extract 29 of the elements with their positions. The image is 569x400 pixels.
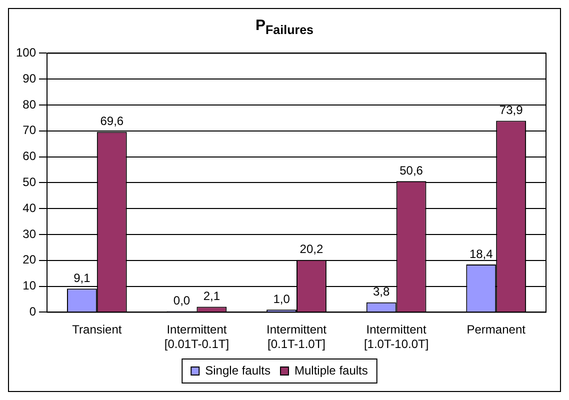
- x-tick-label: Intermittent [0.01T-0.1T]: [164, 322, 230, 352]
- data-label: 73,9: [499, 103, 524, 118]
- y-tick-label: 100: [16, 46, 36, 60]
- data-label: 3,8: [372, 284, 390, 299]
- y-tick-label: 0: [29, 304, 36, 319]
- x-tick-label: Intermittent [1.0T-10.0T]: [364, 322, 429, 352]
- data-label: 20,2: [300, 242, 324, 256]
- data-label: 2,1: [203, 289, 220, 304]
- y-tick-label: 90: [22, 71, 36, 86]
- data-label: 50,6: [400, 163, 424, 178]
- y-tick-label: 10: [22, 278, 36, 293]
- y-tick-label: 40: [22, 200, 36, 215]
- legend-label: Single faults: [205, 363, 271, 378]
- data-label: 9,1: [74, 270, 91, 285]
- x-tick-label: Transient: [72, 322, 122, 337]
- data-label: 1,0: [273, 292, 290, 306]
- y-tick-label: 20: [22, 252, 36, 267]
- y-tick-label: 80: [22, 97, 36, 112]
- chart-title: P$_{Failures}$: [254, 16, 314, 39]
- y-tick-label: 50: [22, 175, 36, 190]
- data-label: 0,0: [173, 294, 190, 308]
- data-label: 18,4: [469, 246, 494, 261]
- x-tick-label: Intermittent [0.1T-1.0T]: [266, 322, 328, 352]
- data-label: 69,6: [100, 114, 124, 128]
- y-tick-label: 70: [22, 123, 36, 138]
- y-tick-label: 30: [22, 226, 36, 241]
- legend-label: Multiple faults: [294, 363, 368, 378]
- x-tick-label: Permanent: [466, 322, 526, 337]
- y-tick-label: 60: [22, 149, 36, 164]
